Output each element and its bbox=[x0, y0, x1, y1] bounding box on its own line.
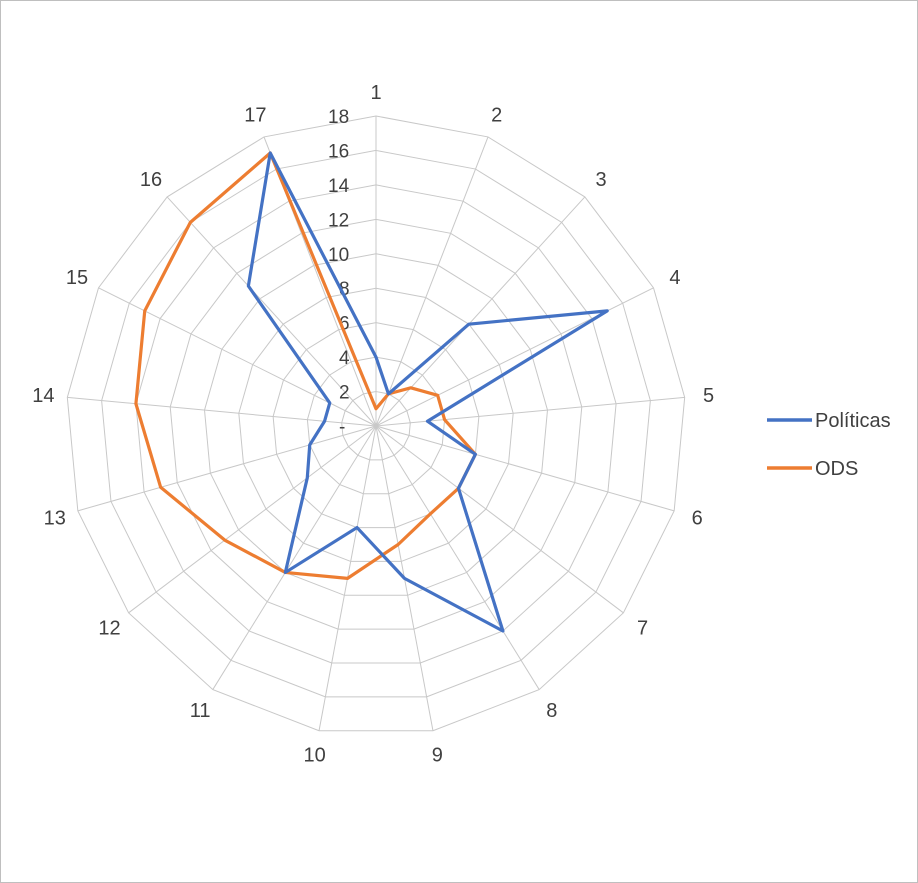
series-layer bbox=[134, 151, 609, 633]
category-label: 5 bbox=[703, 385, 714, 407]
tick-label: 10 bbox=[328, 245, 349, 266]
grid-ring bbox=[272, 322, 480, 529]
category-label: 4 bbox=[669, 267, 680, 289]
grid-spoke bbox=[375, 287, 654, 427]
category-label: 17 bbox=[244, 105, 266, 127]
legend-label-ods: ODS bbox=[815, 458, 858, 480]
category-label: 13 bbox=[44, 507, 66, 529]
category-label: 2 bbox=[491, 105, 502, 127]
grid-spoke bbox=[375, 396, 685, 427]
category-label: 11 bbox=[190, 700, 211, 722]
category-label: 6 bbox=[692, 507, 703, 529]
grid-spoke bbox=[375, 425, 675, 512]
category-label: 14 bbox=[32, 385, 54, 407]
grid-ring bbox=[101, 149, 651, 698]
legend: Políticas ODS bbox=[767, 410, 891, 480]
tick-labels: - 2 4 6 8 10 12 14 16 18 bbox=[328, 107, 350, 438]
category-label: 7 bbox=[637, 617, 648, 639]
grid-ring bbox=[204, 253, 548, 596]
grid-spoke bbox=[375, 196, 586, 427]
series-line-ods bbox=[134, 151, 477, 580]
tick-label: - bbox=[339, 417, 345, 438]
category-label: 8 bbox=[546, 700, 557, 722]
category-label: 1 bbox=[370, 82, 381, 104]
category-label: 9 bbox=[432, 744, 443, 766]
tick-label: 18 bbox=[328, 107, 349, 128]
grid-spoke bbox=[375, 425, 624, 614]
grid-ring bbox=[135, 184, 617, 664]
category-label: 12 bbox=[98, 617, 120, 639]
grid-ring bbox=[169, 218, 583, 630]
grid-ring bbox=[306, 356, 446, 495]
category-label: 16 bbox=[140, 169, 162, 191]
tick-label: 2 bbox=[339, 383, 350, 404]
category-label: 10 bbox=[304, 744, 326, 766]
tick-label: 6 bbox=[339, 314, 350, 335]
grid-spoke bbox=[375, 425, 540, 690]
tick-label: 8 bbox=[339, 279, 350, 300]
category-label: 15 bbox=[66, 267, 88, 289]
grid-spoke bbox=[77, 425, 377, 512]
grid-layer bbox=[66, 115, 686, 732]
grid-ring bbox=[238, 287, 514, 562]
tick-label: 4 bbox=[339, 348, 350, 369]
grid-spoke bbox=[212, 425, 377, 690]
category-label: 3 bbox=[595, 169, 606, 191]
legend-label-politicas: Políticas bbox=[815, 410, 891, 432]
grid-ring bbox=[66, 115, 686, 732]
grid-spoke bbox=[128, 425, 377, 614]
series-line-politicas bbox=[246, 151, 609, 633]
tick-label: 14 bbox=[328, 176, 350, 197]
tick-label: 16 bbox=[328, 141, 349, 162]
grid-ring bbox=[341, 391, 411, 461]
grid-spoke bbox=[375, 136, 489, 427]
tick-label: 12 bbox=[328, 210, 349, 231]
grid-spoke bbox=[166, 196, 377, 427]
